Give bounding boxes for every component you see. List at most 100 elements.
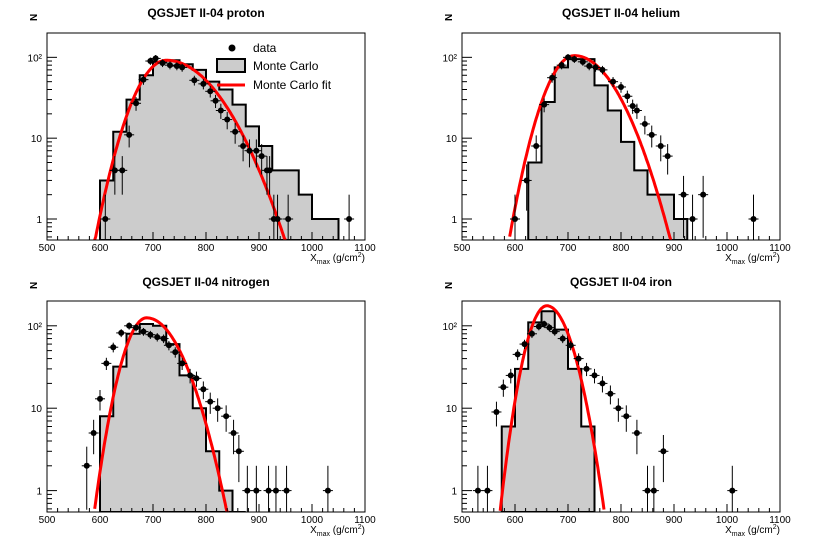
data-point bbox=[147, 58, 154, 65]
data-point bbox=[623, 413, 630, 420]
x-axis-label-sub: max bbox=[317, 259, 331, 266]
mc-histogram bbox=[500, 310, 596, 512]
x-axis-label: Xmax (g/cm2) bbox=[725, 524, 780, 538]
data-point bbox=[558, 62, 565, 69]
data-point bbox=[521, 341, 528, 348]
data-point bbox=[173, 63, 180, 70]
y-tick-label: 1 bbox=[451, 215, 457, 226]
x-tick-label: 600 bbox=[507, 243, 524, 254]
data-point bbox=[103, 360, 110, 367]
data-point bbox=[119, 167, 126, 174]
panel-4: 500 600 700 800 900 1000 1100 1 10 10² QGSJET II-0… bbox=[443, 275, 792, 538]
x-tick-label: 1100 bbox=[769, 243, 791, 254]
data-point bbox=[592, 64, 599, 71]
mc-fit-curve bbox=[498, 304, 606, 511]
data-point bbox=[152, 55, 159, 62]
data-point bbox=[147, 331, 154, 338]
plot-area bbox=[93, 55, 355, 240]
data-point bbox=[246, 147, 253, 154]
data-point bbox=[500, 384, 507, 391]
x-tick-label: 1000 bbox=[301, 243, 324, 254]
y-tick-label: 10² bbox=[443, 322, 458, 333]
data-point bbox=[224, 116, 231, 123]
x-tick-label: 500 bbox=[454, 515, 471, 526]
data-point bbox=[533, 143, 540, 150]
data-point bbox=[541, 321, 548, 328]
data-point bbox=[729, 487, 736, 494]
data-point bbox=[599, 380, 606, 387]
x-axis-label-close: ) bbox=[777, 525, 780, 536]
plot-area bbox=[81, 316, 333, 512]
x-tick-label: 1100 bbox=[354, 515, 376, 526]
data-point bbox=[140, 328, 147, 335]
x-tick-label: 800 bbox=[613, 515, 630, 526]
data-point bbox=[650, 487, 657, 494]
data-point bbox=[610, 78, 617, 85]
data-point bbox=[591, 372, 598, 379]
data-point bbox=[193, 375, 200, 382]
legend-data-marker bbox=[228, 44, 236, 52]
data-point bbox=[618, 83, 624, 90]
data-point bbox=[133, 324, 140, 331]
legend: data Monte Carlo Monte Carlo fit bbox=[216, 41, 332, 92]
data-point bbox=[586, 63, 593, 70]
y-tick-label: 10 bbox=[31, 404, 43, 415]
x-tick-label: 700 bbox=[145, 515, 162, 526]
data-point bbox=[179, 64, 186, 71]
data-point bbox=[523, 177, 530, 184]
x-tick-label: 1000 bbox=[716, 515, 739, 526]
x-axis-label-unit: (g/cm bbox=[745, 525, 773, 536]
data-point bbox=[633, 107, 640, 114]
data-point bbox=[133, 100, 140, 107]
data-point bbox=[484, 487, 491, 494]
data-point bbox=[207, 398, 214, 405]
data-point bbox=[535, 323, 542, 330]
panel-2: 500 600 700 800 900 1000 1100 1 10 10² QGSJET II-0… bbox=[443, 6, 792, 266]
x-axis-label-main: X bbox=[725, 525, 732, 536]
mc-histogram bbox=[527, 58, 689, 240]
data-point bbox=[324, 487, 331, 494]
data-point bbox=[111, 167, 118, 174]
x-tick-label: 700 bbox=[145, 243, 162, 254]
data-point bbox=[266, 167, 273, 174]
x-tick-label: 1000 bbox=[301, 515, 324, 526]
data-point bbox=[624, 93, 631, 100]
data-point bbox=[274, 216, 281, 223]
y-tick-label: 1 bbox=[451, 487, 457, 498]
data-point bbox=[641, 120, 648, 127]
data-point bbox=[172, 349, 179, 356]
data-point bbox=[258, 153, 265, 160]
data-point bbox=[541, 101, 548, 108]
data-point bbox=[212, 97, 219, 104]
x-axis-label-sup: 2 bbox=[773, 252, 777, 259]
x-axis-label: Xmax (g/cm2) bbox=[310, 524, 365, 538]
x-axis-label-sub: max bbox=[732, 259, 746, 266]
mc-fit-curve bbox=[93, 58, 287, 240]
data-point bbox=[118, 329, 125, 336]
data-point bbox=[680, 191, 687, 198]
legend-fit-label: Monte Carlo fit bbox=[253, 78, 332, 92]
data-point bbox=[200, 80, 207, 87]
data-point bbox=[165, 342, 172, 349]
data-point bbox=[660, 448, 667, 455]
data-point bbox=[240, 143, 247, 150]
x-axis-label-main: X bbox=[310, 525, 317, 536]
x-axis-label-sup: 2 bbox=[358, 252, 362, 259]
x-axis-label: Xmax (g/cm2) bbox=[725, 252, 780, 266]
data-point bbox=[160, 335, 167, 342]
x-axis-label-close: ) bbox=[777, 253, 780, 264]
x-tick-label: 900 bbox=[251, 515, 268, 526]
data-point bbox=[83, 462, 90, 469]
data-point bbox=[283, 487, 290, 494]
data-point bbox=[159, 60, 166, 67]
data-point bbox=[514, 351, 521, 358]
data-point bbox=[154, 334, 161, 341]
panel-title: QGSJET II-04 nitrogen bbox=[142, 275, 269, 289]
y-tick-label: 10 bbox=[31, 134, 43, 145]
data-point bbox=[615, 405, 622, 412]
y-axis-label: N bbox=[444, 282, 455, 289]
y-tick-label: 10² bbox=[28, 53, 43, 64]
data-point bbox=[235, 448, 242, 455]
x-axis-label-sup: 2 bbox=[358, 524, 362, 531]
